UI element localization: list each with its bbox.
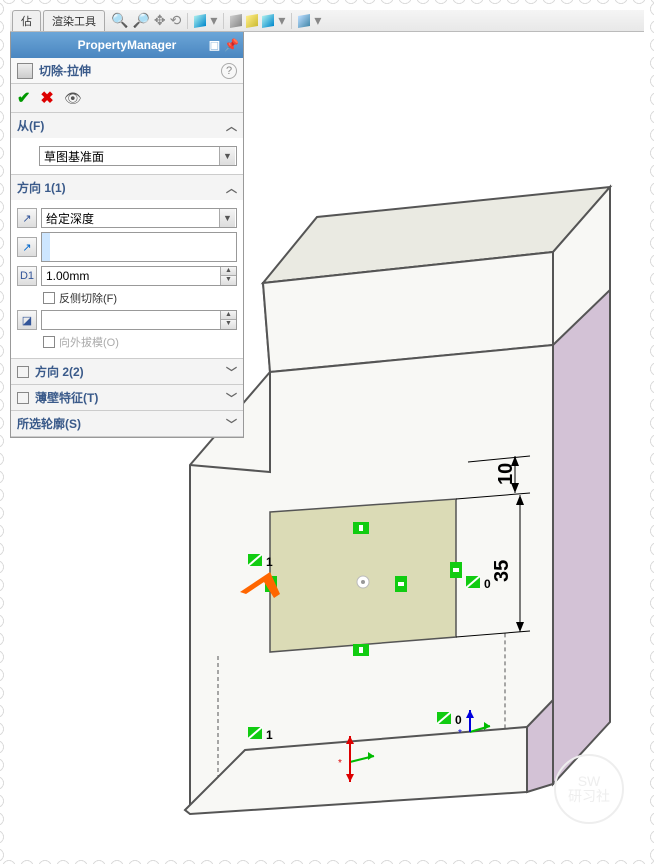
chevron-up-icon[interactable]: ︿ (226, 118, 237, 134)
draft-input: ▲▼ (41, 310, 237, 330)
help-icon[interactable]: ? (221, 63, 237, 79)
svg-text:*: * (338, 758, 342, 769)
section-direction2[interactable]: 方向 2(2)﹀ (11, 359, 243, 385)
cut-extrude-icon (17, 63, 33, 79)
display-wire-icon[interactable] (230, 13, 242, 27)
chevron-down-icon[interactable]: ﹀ (226, 364, 237, 380)
depth-input[interactable]: 1.00mm ▲▼ (41, 266, 237, 286)
display-shade-icon[interactable] (262, 13, 274, 27)
feature-row: 切除-拉伸 ? (11, 58, 243, 84)
chevron-down-icon[interactable]: ﹀ (226, 390, 237, 406)
section-icon[interactable]: ▾ (314, 12, 321, 29)
svg-text:0: 0 (455, 713, 462, 727)
tag-h0: 0 (484, 577, 491, 591)
chevron-down-icon[interactable]: ﹀ (226, 416, 237, 432)
dim-10[interactable]: 10 (495, 463, 517, 485)
tag-h1: 1 (266, 555, 273, 569)
reverse-dir-icon[interactable]: ↗ (17, 208, 37, 228)
depth-icon: D1 (17, 266, 37, 286)
draft-icon[interactable]: ◪ (17, 310, 37, 330)
ok-button[interactable]: ✔ (17, 88, 30, 108)
rotate-icon[interactable]: ⟲ (170, 12, 182, 29)
tab-1[interactable]: 佔 (12, 10, 41, 31)
cancel-button[interactable]: ✖ (40, 88, 53, 108)
flip-side-checkbox[interactable]: 反侧切除(F) (43, 290, 117, 306)
preview-icon[interactable]: 👁 (64, 90, 82, 107)
magnify-icon[interactable]: 🔍 (111, 12, 128, 29)
chevron-up-icon[interactable]: ︿ (226, 180, 237, 196)
pm-book-icon[interactable]: ▣ (209, 38, 220, 52)
top-toolbar: 佔 渲染工具 🔍 🔎 ✥ ⟲ ▾ ▾ ▾ (10, 10, 644, 32)
draft-outward-checkbox: 向外拔模(O) (43, 334, 119, 350)
view-toolbar: 🔍 🔎 ✥ ⟲ ▾ ▾ ▾ (111, 12, 321, 29)
dim-35[interactable]: 35 (491, 560, 513, 582)
section-contours[interactable]: 所选轮廓(S)﹀ (11, 411, 243, 437)
display-hidden-icon[interactable] (246, 13, 258, 27)
feature-name: 切除-拉伸 (39, 62, 91, 79)
display-drop-icon[interactable]: ▾ (278, 12, 285, 29)
from-condition-select[interactable]: 草图基准面▼ (39, 146, 237, 166)
tab-render-tools[interactable]: 渲染工具 (43, 10, 105, 31)
zoom-area-icon[interactable]: 🔎 (132, 12, 149, 29)
view-cube-icon[interactable] (194, 13, 206, 27)
pm-titlebar: PropertyManager ▣ 📌 (11, 32, 243, 58)
direction-icon[interactable]: ↗ (17, 237, 37, 257)
pan-icon[interactable]: ✥ (154, 12, 166, 29)
section-thin[interactable]: 薄壁特征(T)﹀ (11, 385, 243, 411)
svg-text:*: * (458, 728, 462, 739)
property-manager: PropertyManager ▣ 📌 切除-拉伸 ? ✔ ✖ 👁 从(F)︿ … (10, 32, 244, 438)
section-direction1: 方向 1(1)︿ ↗ 给定深度▼ ↗ D1 1.00mm ▲▼ 反侧切除(F) (11, 175, 243, 359)
orient-icon[interactable]: ▾ (210, 12, 217, 29)
perspective-icon[interactable] (298, 13, 310, 27)
spin-up[interactable]: ▲ (221, 267, 236, 276)
direction-list[interactable] (41, 232, 237, 262)
pm-pin-icon[interactable]: 📌 (224, 38, 239, 52)
watermark: SW研习社 (554, 754, 624, 824)
end-condition-select[interactable]: 给定深度▼ (41, 208, 237, 228)
svg-text:1: 1 (266, 728, 273, 742)
section-from: 从(F)︿ 草图基准面▼ (11, 113, 243, 175)
spin-down[interactable]: ▼ (221, 276, 236, 285)
